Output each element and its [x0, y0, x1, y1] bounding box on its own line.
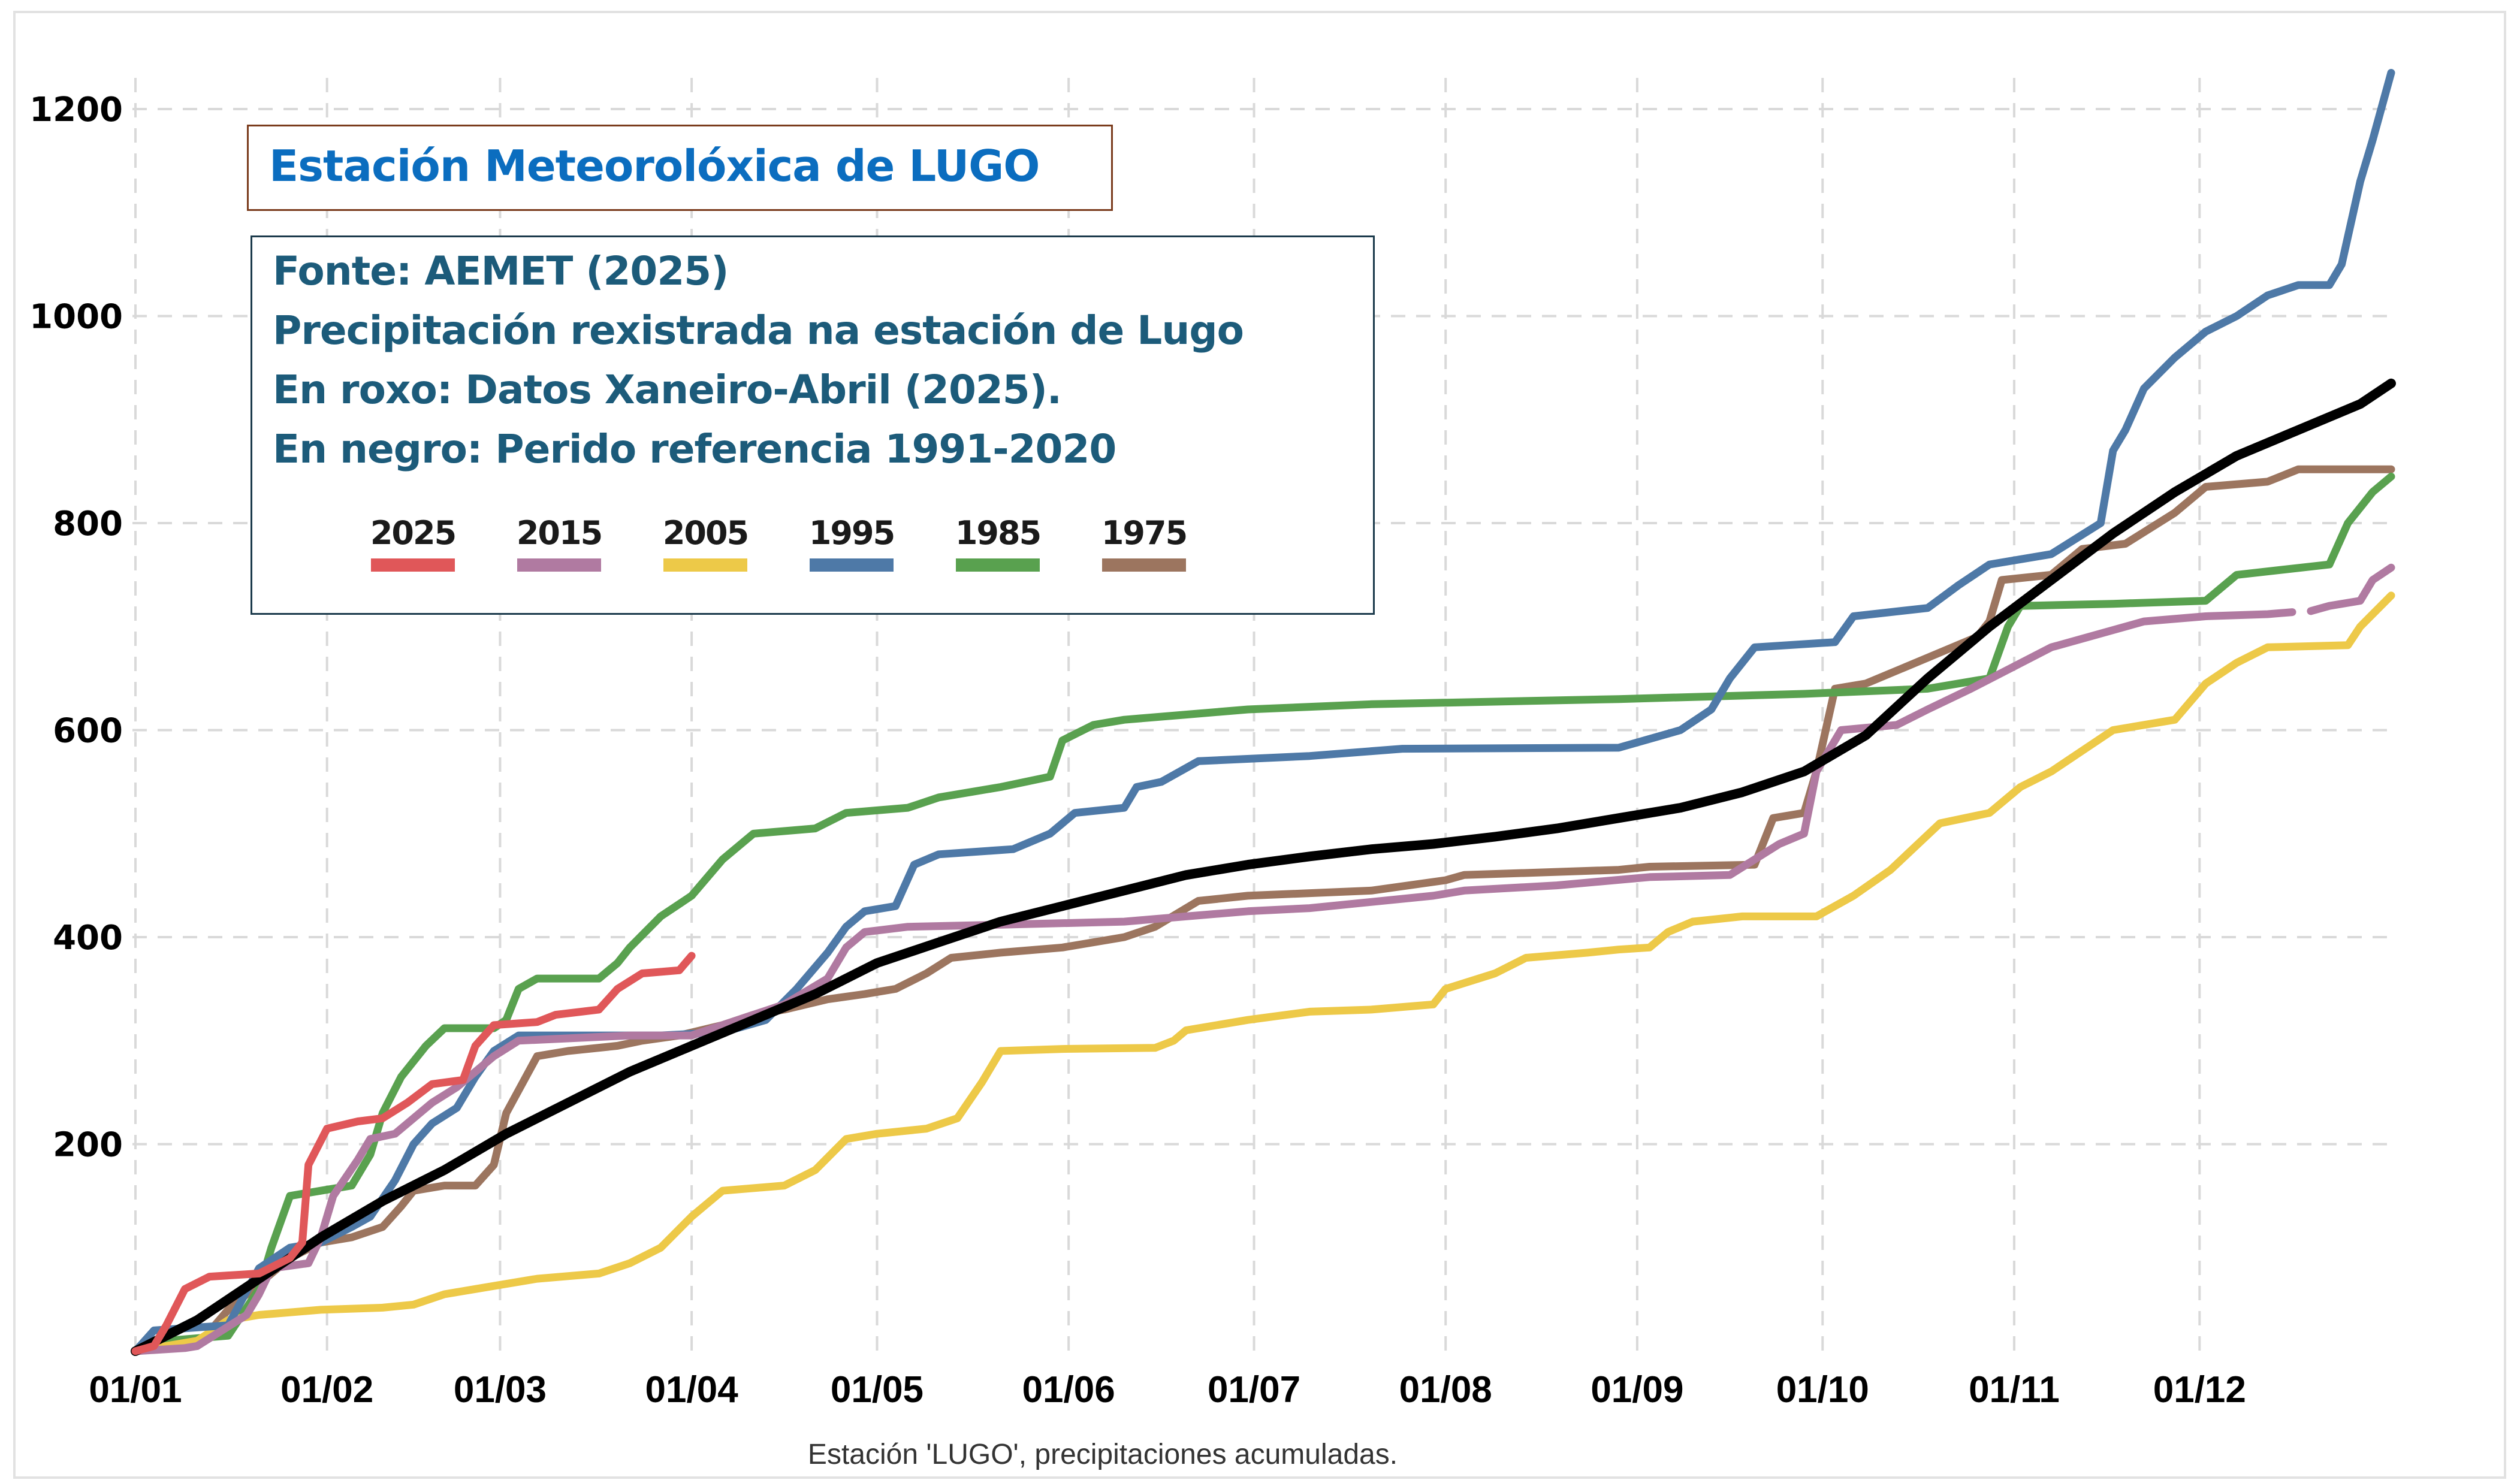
x-tick-label: 01/12 [2153, 1369, 2246, 1410]
x-tick-label: 01/03 [454, 1369, 547, 1410]
y-tick-label: 200 [53, 1126, 123, 1165]
x-tick-label: 01/10 [1776, 1369, 1869, 1410]
y-tick-label: 800 [53, 505, 123, 543]
series-line-1991-2020 [131, 378, 2396, 1356]
x-tick-label: 01/05 [831, 1369, 924, 1410]
legend-swatch [1102, 558, 1186, 572]
legend-label: 2015 [516, 514, 603, 552]
legend-swatch [517, 558, 601, 572]
series-line-2015 [131, 608, 2296, 1355]
legend-item-1995: 1995 [807, 514, 897, 574]
legend-item-2025: 2025 [368, 514, 458, 574]
legend-swatch [810, 558, 894, 572]
legend-item-1975: 1975 [1099, 514, 1189, 574]
series-line-2025 [131, 952, 696, 1355]
info-source: Fonte: AEMET (2025) [273, 248, 729, 294]
info-description: Precipitación rexistrada na estación de … [273, 307, 1244, 354]
chart-caption: Estación 'LUGO', precipitaciones acumula… [808, 1439, 1398, 1470]
y-tick-label: 1200 [29, 90, 123, 129]
y-tick-label: 1000 [29, 298, 123, 337]
legend-item-1985: 1985 [953, 514, 1043, 574]
info-box: Fonte: AEMET (2025) Precipitación rexist… [251, 235, 1375, 615]
series-line-2005 [131, 591, 2395, 1355]
legend-swatch [663, 558, 747, 572]
x-tick-label: 01/04 [645, 1369, 739, 1410]
x-tick-label: 01/01 [89, 1369, 182, 1410]
chart-frame [13, 11, 2506, 1479]
legend-label: 1985 [955, 514, 1042, 552]
series-line-1985 [131, 472, 2395, 1355]
series-line-2015 [2307, 563, 2395, 615]
info-purple-note: En roxo: Datos Xaneiro-Abril (2025). [273, 367, 1062, 413]
x-tick-label: 01/02 [280, 1369, 373, 1410]
legend-label: 2025 [370, 514, 457, 552]
y-axis: 200 400 600 800 1000 1200 [29, 90, 123, 1165]
legend-label: 2005 [662, 514, 749, 552]
legend-swatch [371, 558, 455, 572]
y-tick-label: 400 [53, 919, 123, 958]
legend-label: 1995 [808, 514, 895, 552]
title-box: Estación Meteorolóxica de LUGO [247, 125, 1113, 211]
x-tick-label: 01/11 [1969, 1369, 2060, 1410]
series-lines [131, 69, 2396, 1356]
y-tick-label: 600 [53, 712, 123, 751]
legend-swatch [956, 558, 1040, 572]
x-tick-label: 01/08 [1399, 1369, 1492, 1410]
x-tick-label: 01/09 [1591, 1369, 1683, 1410]
chart-title: Estación Meteorolóxica de LUGO [269, 141, 1040, 191]
x-axis: 01/01 01/02 01/03 01/04 01/05 01/06 01/07 01/08… [89, 1369, 2246, 1410]
legend-label: 1975 [1101, 514, 1188, 552]
x-tick-label: 01/06 [1022, 1369, 1115, 1410]
series-line-1995 [131, 69, 2395, 1355]
legend-item-2005: 2005 [660, 514, 750, 574]
info-black-note: En negro: Perido referencia 1991-2020 [273, 426, 1116, 472]
x-tick-label: 01/07 [1208, 1369, 1300, 1410]
legend-item-2015: 2015 [514, 514, 604, 574]
